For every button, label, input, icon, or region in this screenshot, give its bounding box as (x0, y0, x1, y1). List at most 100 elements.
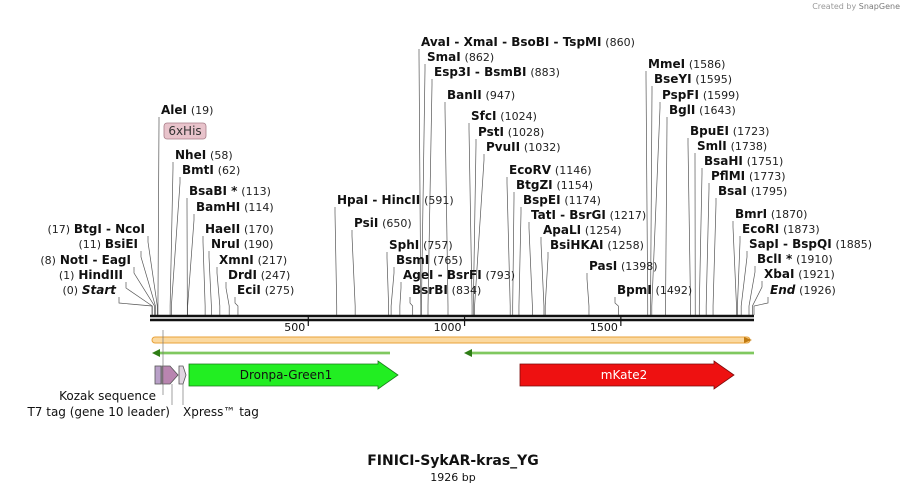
xpress-label: Xpress™ tag (183, 405, 259, 419)
enzyme-leader-line (169, 162, 174, 315)
6xhis-feature[interactable]: 6xHis (163, 122, 207, 140)
enzyme-leader-line (544, 252, 549, 315)
orf-lines (152, 349, 754, 357)
enzyme-label[interactable]: PstI (1028) (478, 125, 544, 139)
enzyme-leader-line (202, 236, 206, 315)
enzyme-label[interactable]: ApaLI (1254) (543, 223, 622, 237)
enzyme-label[interactable]: TatI - BsrGI (1217) (531, 208, 646, 222)
enzyme-leader-line (118, 297, 153, 315)
enzyme-label[interactable]: SapI - BspQI (1885) (749, 237, 872, 251)
snapgene-credit: Created by SnapGene (812, 2, 900, 11)
enzyme-leader-line (752, 281, 763, 315)
enzyme-label[interactable]: SmlI (1738) (697, 139, 767, 153)
enzyme-label[interactable]: BspEI (1174) (523, 193, 601, 207)
enzyme-label[interactable]: BsaBI * (113) (189, 184, 271, 198)
enzyme-leader-line (712, 198, 717, 315)
small-features (154, 330, 187, 405)
enzyme-leader-line (187, 214, 195, 315)
enzyme-label[interactable]: HpaI - HincII (591) (337, 193, 454, 207)
enzyme-label[interactable]: EcoRV (1146) (509, 163, 592, 177)
enzyme-label[interactable]: BmtI (62) (182, 163, 240, 177)
enzyme-label[interactable]: PflMI (1773) (711, 169, 786, 183)
enzyme-leader-line (614, 297, 619, 315)
enzyme-leader-line (444, 102, 449, 315)
enzyme-label[interactable]: Esp3I - BsmBI (883) (434, 65, 560, 79)
enzyme-labels: AvaI - XmaI - BsoBI - TspMI (860)SmaI (8… (40, 35, 872, 297)
enzyme-label[interactable]: HaeII (170) (205, 222, 274, 236)
enzyme-label[interactable]: (17) BtgI - NcoI (47, 222, 145, 236)
enzyme-leader-line (386, 252, 389, 315)
enzyme-label[interactable]: BmrI (1870) (735, 207, 807, 221)
enzyme-label[interactable]: BclI * (1910) (757, 252, 833, 266)
enzyme-label[interactable]: BpuEI (1723) (690, 124, 769, 138)
enzyme-label[interactable]: XmnI (217) (219, 253, 287, 267)
enzyme-label[interactable]: BpmI (1492) (617, 283, 692, 297)
enzyme-label[interactable]: AleI (19) (161, 103, 213, 117)
enzyme-leader-line (540, 237, 545, 315)
enzyme-label[interactable]: DrdI (247) (228, 268, 290, 282)
enzyme-leader-line (753, 297, 769, 315)
enzyme-label[interactable]: BsmI (765) (396, 253, 463, 267)
enzyme-label[interactable]: PsiI (650) (354, 216, 412, 230)
credit-brand: SnapGene (858, 2, 900, 11)
enzyme-leader-line (133, 267, 155, 315)
enzyme-leader-line (140, 251, 156, 315)
enzyme-leader-line (518, 207, 522, 315)
enzyme-label[interactable]: BanII (947) (447, 88, 515, 102)
enzyme-label[interactable]: (1) HindIII (59, 268, 123, 282)
plasmid-length: 1926 bp (430, 471, 476, 484)
enzyme-label[interactable]: End (1926) (770, 283, 836, 297)
credit-prefix: Created by (812, 2, 857, 11)
enzyme-leader-line (698, 168, 703, 315)
enzyme-label[interactable]: PspFI (1599) (662, 88, 739, 102)
enzyme-label[interactable]: AvaI - XmaI - BsoBI - TspMI (860) (421, 35, 635, 49)
mkate2-label: mKate2 (601, 368, 647, 382)
leader-lines (118, 49, 769, 315)
enzyme-label[interactable]: BsaHI (1751) (704, 154, 783, 168)
mkate2-feature[interactable]: mKate2 (519, 360, 735, 390)
enzyme-leader-line (740, 251, 748, 315)
enzyme-label[interactable]: (0) Start (62, 283, 117, 297)
enzyme-label[interactable]: NheI (58) (175, 148, 233, 162)
enzyme-label[interactable]: BseYI (1595) (654, 72, 732, 86)
enzyme-label[interactable]: XbaI (1921) (764, 267, 835, 281)
axis-tick-label: 1000 (434, 321, 462, 334)
enzyme-leader-line (468, 123, 473, 315)
enzyme-leader-line (147, 236, 158, 315)
dronpa-label: Dronpa-Green1 (240, 368, 333, 382)
enzyme-leader-line (208, 251, 212, 315)
enzyme-label[interactable]: BglI (1643) (669, 103, 736, 117)
enzyme-leader-line (409, 297, 414, 315)
dronpa-green1-feature[interactable]: Dronpa-Green1 (188, 360, 399, 390)
enzyme-leader-line (421, 64, 426, 315)
enzyme-label[interactable]: BsiHKAI (1258) (550, 238, 644, 252)
enzyme-label[interactable]: NruI (190) (211, 237, 273, 251)
enzyme-leader-line (651, 102, 661, 315)
enzyme-label[interactable]: (11) BsiEI (79, 237, 139, 251)
enzyme-label[interactable]: EciI (275) (237, 283, 294, 297)
enzyme-leader-line (216, 267, 221, 315)
enzyme-label[interactable]: BsrBI (834) (412, 283, 481, 297)
enzyme-leader-line (705, 183, 710, 315)
enzyme-leader-line (665, 117, 668, 315)
orf-bar (151, 336, 752, 344)
axis-tick-label: 1500 (590, 321, 618, 334)
plasmid-map: AvaI - XmaI - BsoBI - TspMI (860)SmaI (8… (26, 35, 872, 419)
enzyme-label[interactable]: SfcI (1024) (471, 109, 537, 123)
6xhis-label: 6xHis (168, 124, 201, 138)
enzyme-label[interactable]: AgeI - BsrFI (793) (403, 268, 515, 282)
enzyme-label[interactable]: EcoRI (1873) (742, 222, 820, 236)
enzyme-leader-line (171, 177, 181, 315)
enzyme-label[interactable]: PasI (1398) (589, 259, 658, 273)
enzyme-label[interactable]: SmaI (862) (427, 50, 494, 64)
enzyme-label[interactable]: PvuII (1032) (486, 140, 561, 154)
enzyme-leader-line (234, 297, 239, 315)
enzyme-label[interactable]: BamHI (114) (196, 200, 274, 214)
enzyme-label[interactable]: (8) NotI - EagI (40, 253, 131, 267)
enzyme-label[interactable]: SphI (757) (389, 238, 453, 252)
enzyme-leader-line (351, 230, 356, 315)
enzyme-label[interactable]: BtgZI (1154) (516, 178, 593, 192)
enzyme-label[interactable]: BsaI (1795) (718, 184, 787, 198)
enzyme-label[interactable]: MmeI (1586) (648, 57, 725, 71)
enzyme-leader-line (157, 117, 160, 315)
